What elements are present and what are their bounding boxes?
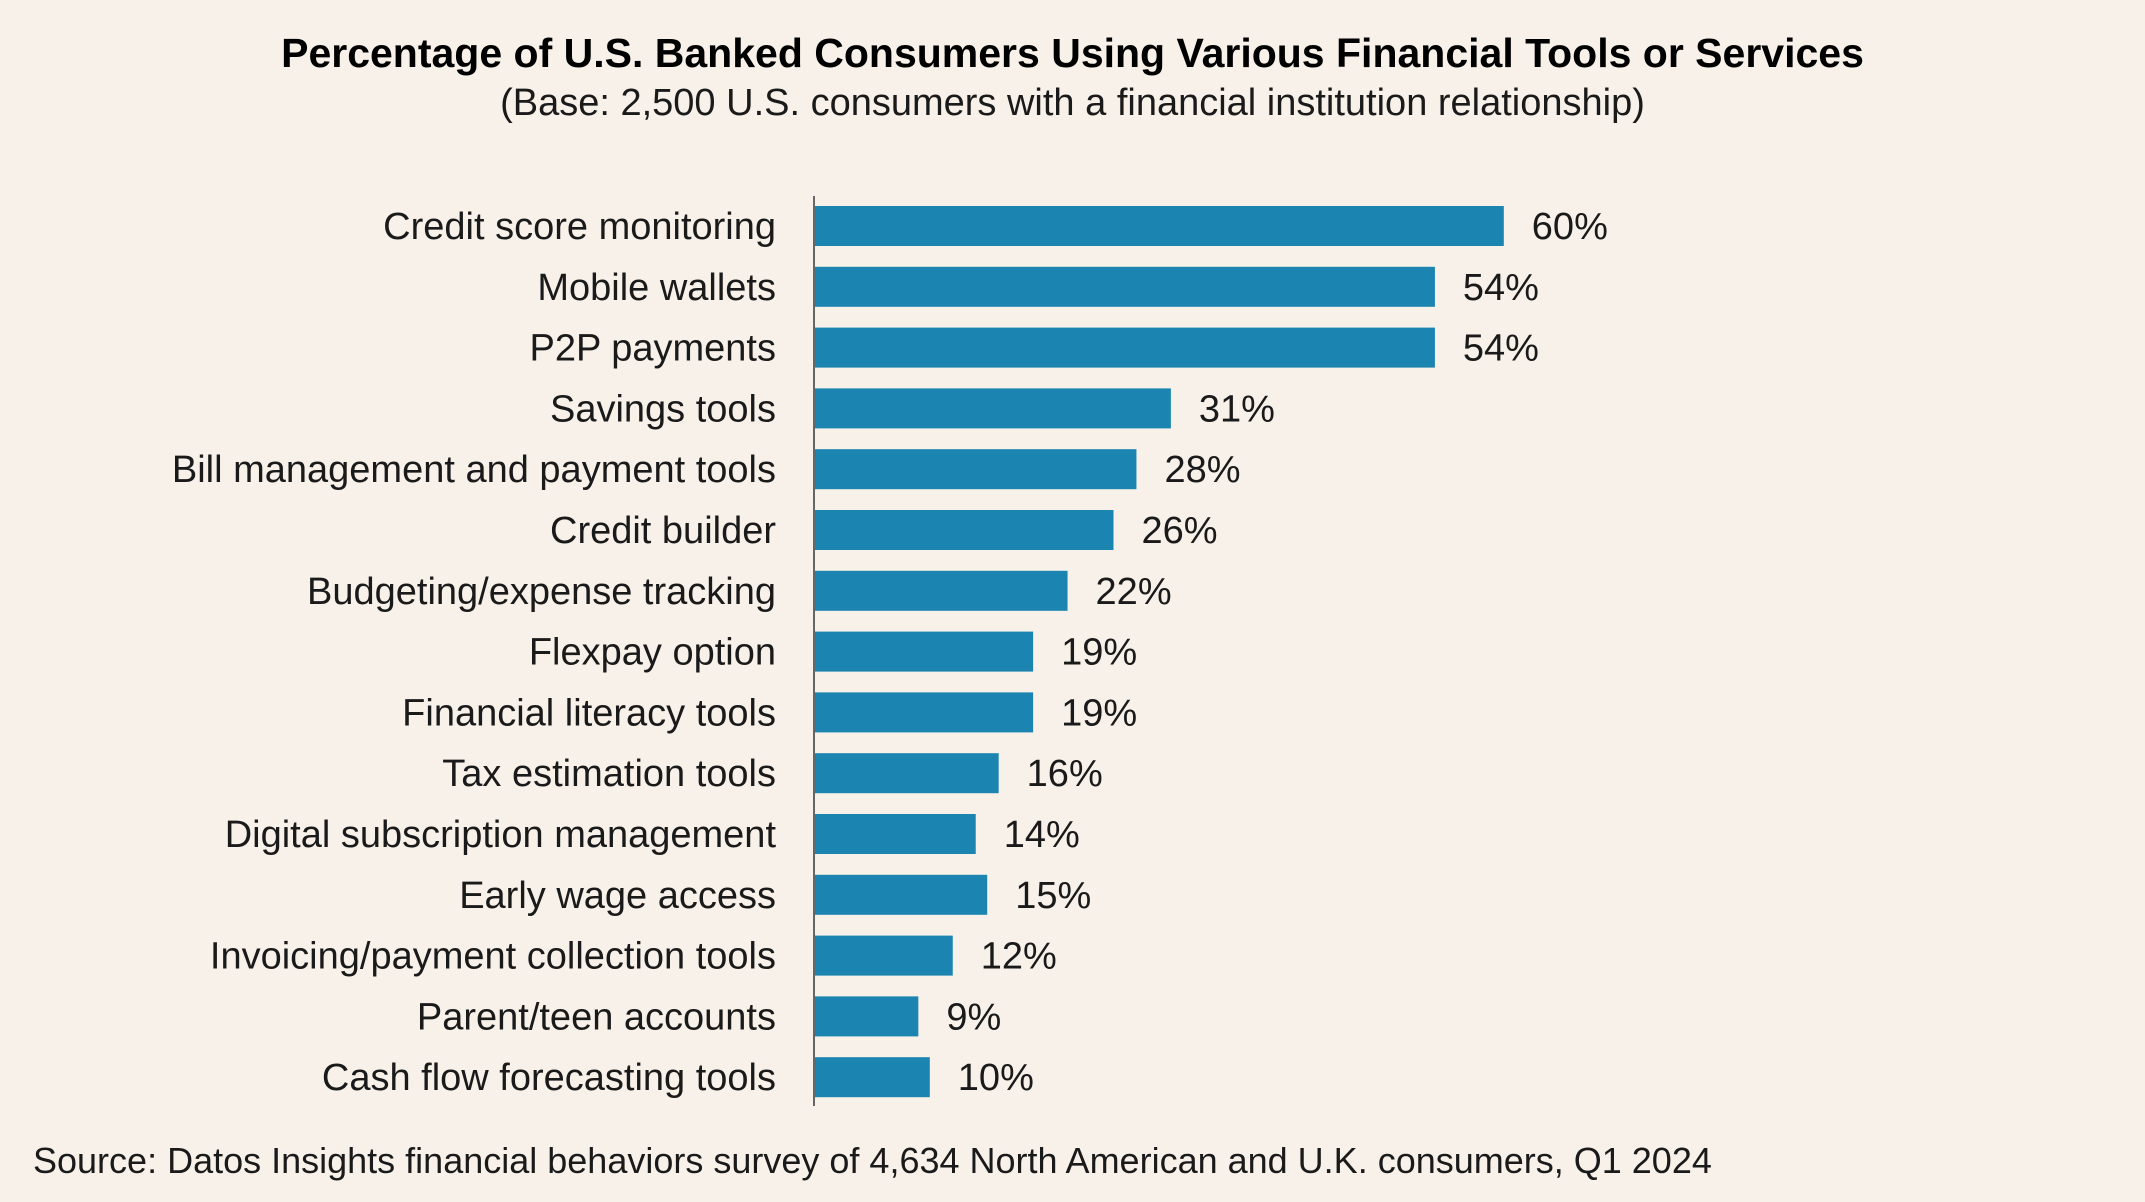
category-label: Invoicing/payment collection tools <box>210 936 776 978</box>
value-label: 12% <box>981 936 1057 978</box>
bar <box>815 935 953 976</box>
bar <box>815 1057 930 1098</box>
bar <box>815 388 1171 429</box>
value-label: 60% <box>1532 206 1608 248</box>
value-label: 19% <box>1061 692 1137 734</box>
bar <box>815 753 999 794</box>
value-label: 9% <box>946 996 1001 1038</box>
bar <box>815 996 919 1037</box>
bar <box>815 510 1114 550</box>
bar <box>815 449 1137 490</box>
category-label: Flexpay option <box>529 632 776 674</box>
bar <box>815 631 1034 672</box>
value-label: 15% <box>1015 875 1091 917</box>
category-label: P2P payments <box>530 328 776 370</box>
bar <box>815 266 1435 307</box>
category-label: Mobile wallets <box>537 267 776 309</box>
bar-chart: Credit score monitoring 60% Mobile wallets… <box>172 196 1608 1106</box>
value-label: 10% <box>958 1057 1034 1099</box>
value-label: 31% <box>1199 388 1275 430</box>
value-label: 54% <box>1463 267 1539 309</box>
value-label: 28% <box>1164 449 1240 491</box>
category-label: Savings tools <box>550 388 776 430</box>
category-label: Early wage access <box>459 875 776 917</box>
category-label: Credit builder <box>550 510 776 552</box>
value-label: 14% <box>1004 814 1080 856</box>
bar <box>815 874 988 915</box>
category-label: Bill management and payment tools <box>172 449 776 491</box>
source-note: Source: Datos Insights financial behavio… <box>33 1140 1712 1181</box>
bar <box>815 570 1068 611</box>
category-label: Tax estimation tools <box>442 753 776 795</box>
value-label: 19% <box>1061 632 1137 674</box>
category-label: Credit score monitoring <box>383 206 776 248</box>
value-label: 16% <box>1027 753 1103 795</box>
bar <box>815 814 976 854</box>
category-label: Financial literacy tools <box>402 692 776 734</box>
category-label: Digital subscription management <box>225 814 777 856</box>
category-label: Parent/teen accounts <box>417 996 776 1038</box>
bars-group: Credit score monitoring 60% Mobile wallets… <box>172 206 1608 1099</box>
bar <box>815 206 1504 246</box>
value-label: 54% <box>1463 328 1539 370</box>
category-label: Budgeting/expense tracking <box>307 571 776 613</box>
category-label: Cash flow forecasting tools <box>322 1057 776 1099</box>
chart-subtitle: (Base: 2,500 U.S. consumers with a finan… <box>500 82 1645 124</box>
chart-title: Percentage of U.S. Banked Consumers Usin… <box>281 30 1864 76</box>
bar <box>815 327 1435 368</box>
value-label: 26% <box>1141 510 1217 552</box>
bar <box>815 692 1034 733</box>
value-label: 22% <box>1096 571 1172 613</box>
